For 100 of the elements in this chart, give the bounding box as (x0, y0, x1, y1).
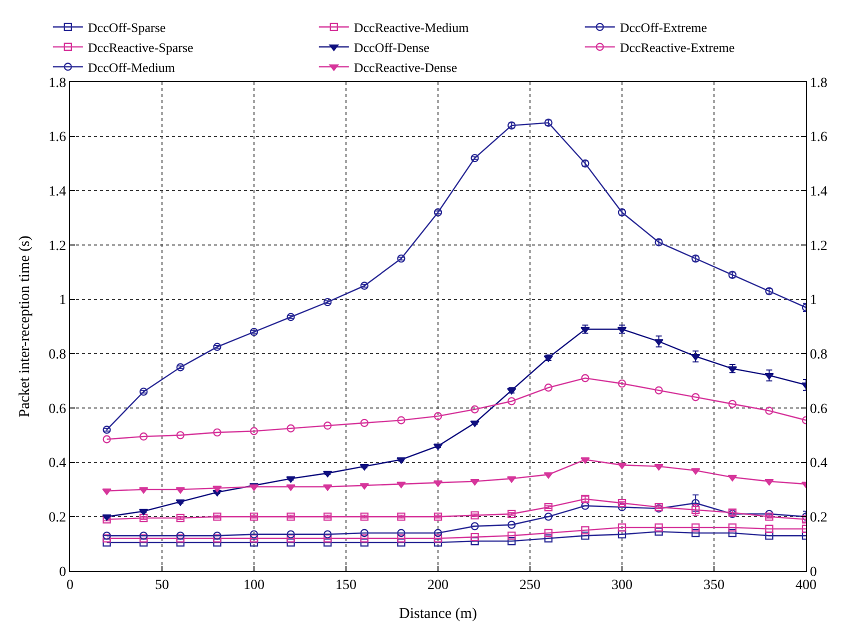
point (728, 400, 736, 408)
point (322, 484, 332, 491)
point (176, 514, 184, 522)
point (213, 532, 222, 540)
point (581, 526, 590, 534)
point (765, 532, 774, 540)
point (250, 426, 258, 436)
legend-label: DccReactive-Dense (354, 60, 458, 75)
point (286, 312, 295, 322)
y2-tick-label: 1.8 (810, 76, 828, 91)
y-tick-label: 1.8 (48, 76, 66, 91)
point (360, 464, 370, 471)
y2-tick-label: 1.2 (810, 238, 828, 254)
y2-tick-label: 0.2 (810, 510, 828, 526)
point (397, 538, 406, 547)
y-tick-label: 0.4 (48, 456, 66, 472)
point (618, 379, 626, 388)
point (728, 474, 738, 482)
y-tick-label: 1.4 (48, 184, 66, 200)
point (470, 154, 479, 162)
point (654, 523, 663, 532)
point (138, 487, 148, 494)
point (692, 528, 700, 538)
legend-label: DccReactive-Sparse (88, 40, 194, 55)
point (102, 435, 111, 444)
point (470, 420, 480, 428)
point (692, 498, 700, 508)
point (470, 532, 479, 542)
y-axis-title: Packet inter-reception time (s) (16, 236, 33, 418)
point (581, 374, 590, 382)
point (213, 428, 222, 437)
x-tick-label: 300 (612, 578, 632, 593)
point (213, 538, 222, 547)
y-tick-label: 1.2 (48, 238, 66, 254)
point (250, 530, 258, 538)
legend-label: DccReactive-Medium (354, 20, 469, 36)
point (654, 386, 663, 394)
point (396, 457, 406, 464)
point (434, 538, 442, 547)
point (544, 384, 552, 392)
point (140, 532, 148, 540)
point (286, 484, 296, 491)
point (544, 472, 554, 479)
y2-tick-label: 0.4 (810, 456, 828, 472)
x-tick-label: 50 (155, 578, 169, 593)
point (618, 530, 626, 538)
point (433, 480, 443, 487)
point (250, 538, 258, 547)
y2-tick-label: 1.6 (810, 130, 828, 146)
point (692, 523, 700, 532)
point (434, 412, 442, 420)
point (508, 520, 516, 529)
point (176, 538, 184, 547)
x-tick-label: 350 (704, 578, 724, 593)
point (397, 534, 406, 542)
point (654, 528, 663, 536)
point (508, 532, 516, 540)
point (140, 538, 148, 547)
point (434, 208, 442, 216)
y2-tick-label: 0.8 (810, 348, 828, 363)
point (506, 476, 516, 483)
point (581, 532, 590, 540)
point (140, 514, 148, 522)
x-tick-label: 400 (796, 578, 816, 593)
point (618, 523, 626, 532)
point (360, 538, 368, 547)
y2-tick-label: 1 (810, 293, 817, 308)
point (544, 534, 552, 542)
point (397, 254, 406, 263)
point (544, 528, 552, 538)
point (140, 534, 148, 542)
point (434, 534, 442, 542)
y-tick-label: 1.6 (48, 130, 66, 146)
y2-tick-label: 0.6 (810, 402, 828, 417)
point (397, 528, 406, 538)
point (692, 393, 700, 402)
point (654, 464, 664, 471)
point (360, 528, 368, 538)
x-tick-label: 200 (428, 578, 448, 593)
y-tick-label: 1 (59, 293, 66, 308)
point (286, 476, 296, 483)
point (324, 534, 332, 542)
point (176, 487, 186, 494)
point (765, 524, 774, 533)
point (286, 424, 295, 432)
point (690, 468, 700, 475)
legend-label: DccOff-Medium (88, 60, 176, 75)
legend-label: DccOff-Dense (354, 40, 430, 55)
x-tick-label: 100 (244, 578, 264, 593)
point (396, 482, 406, 488)
point (176, 431, 184, 440)
point (286, 530, 295, 538)
legend-label: DccReactive-Extreme (620, 40, 735, 55)
point (544, 512, 552, 521)
point (212, 486, 222, 492)
point (286, 538, 295, 547)
point (470, 405, 479, 414)
point (470, 537, 479, 546)
y2-tick-label: 1.4 (810, 184, 828, 200)
point (250, 534, 258, 542)
